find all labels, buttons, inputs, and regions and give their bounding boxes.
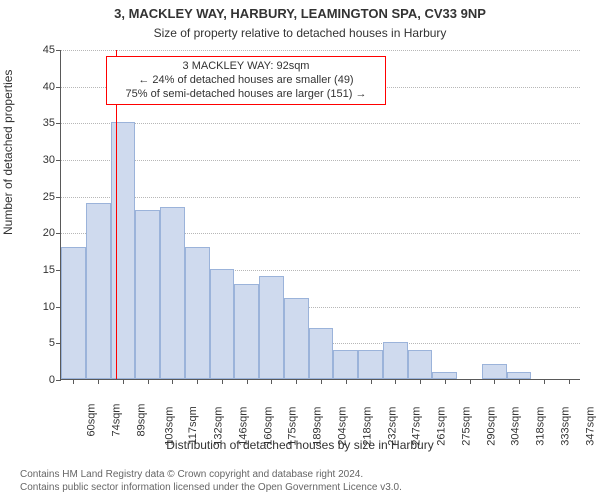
x-tick-mark xyxy=(420,379,421,384)
x-tick-mark xyxy=(544,379,545,384)
plot-area: 05101520253035404560sqm74sqm89sqm103sqm1… xyxy=(60,50,580,380)
histogram-bar xyxy=(86,203,111,379)
credits-block: Contains HM Land Registry data © Crown c… xyxy=(20,469,402,494)
histogram-bar xyxy=(507,372,532,379)
histogram-bar xyxy=(333,350,358,379)
histogram-bar xyxy=(358,350,383,379)
x-tick-mark xyxy=(271,379,272,384)
x-tick-mark xyxy=(73,379,74,384)
histogram-bar xyxy=(259,276,284,379)
chart-container: 3, MACKLEY WAY, HARBURY, LEAMINGTON SPA,… xyxy=(0,0,600,500)
grid-line xyxy=(61,123,580,124)
grid-line xyxy=(61,50,580,51)
grid-line xyxy=(61,197,580,198)
x-tick-mark xyxy=(123,379,124,384)
chart-title-line2: Size of property relative to detached ho… xyxy=(0,26,600,40)
credits-line2: Contains public sector information licen… xyxy=(20,482,402,495)
credits-line1: Contains HM Land Registry data © Crown c… xyxy=(20,469,402,482)
x-tick-mark xyxy=(470,379,471,384)
histogram-bar xyxy=(284,298,309,379)
histogram-bar xyxy=(185,247,210,379)
x-tick-mark xyxy=(296,379,297,384)
y-tick-label: 0 xyxy=(49,374,61,386)
x-tick-mark xyxy=(321,379,322,384)
x-tick-mark xyxy=(494,379,495,384)
y-tick-label: 10 xyxy=(43,301,61,313)
annotation-line-2: ← 24% of detached houses are smaller (49… xyxy=(115,74,377,88)
grid-line xyxy=(61,160,580,161)
histogram-bar xyxy=(309,328,334,379)
x-tick-mark xyxy=(222,379,223,384)
x-tick-mark xyxy=(569,379,570,384)
y-tick-label: 5 xyxy=(49,337,61,349)
x-tick-mark xyxy=(445,379,446,384)
histogram-bar xyxy=(210,269,235,379)
x-tick-mark xyxy=(371,379,372,384)
y-tick-label: 25 xyxy=(43,191,61,203)
annotation-line-1: 3 MACKLEY WAY: 92sqm xyxy=(115,60,377,74)
annotation-box: 3 MACKLEY WAY: 92sqm← 24% of detached ho… xyxy=(106,56,386,105)
y-axis-label: Number of detached properties xyxy=(1,70,15,235)
y-tick-label: 35 xyxy=(43,117,61,129)
x-tick-mark xyxy=(346,379,347,384)
histogram-bar xyxy=(383,342,408,379)
x-tick-mark xyxy=(197,379,198,384)
x-tick-label: 60sqm xyxy=(82,404,98,437)
x-axis-label: Distribution of detached houses by size … xyxy=(0,438,600,452)
x-tick-mark xyxy=(519,379,520,384)
x-tick-mark xyxy=(395,379,396,384)
x-tick-mark xyxy=(98,379,99,384)
x-tick-mark xyxy=(247,379,248,384)
histogram-bar xyxy=(408,350,433,379)
x-tick-mark xyxy=(172,379,173,384)
histogram-bar xyxy=(234,284,259,379)
y-tick-label: 15 xyxy=(43,264,61,276)
histogram-bar xyxy=(160,207,185,379)
histogram-bar xyxy=(111,122,136,379)
histogram-bar xyxy=(61,247,86,379)
x-tick-mark xyxy=(148,379,149,384)
y-tick-label: 20 xyxy=(43,227,61,239)
chart-title-line1: 3, MACKLEY WAY, HARBURY, LEAMINGTON SPA,… xyxy=(0,6,600,21)
x-tick-label: 74sqm xyxy=(107,404,123,437)
y-tick-label: 40 xyxy=(43,81,61,93)
histogram-bar xyxy=(432,372,457,379)
annotation-line-3: 75% of semi-detached houses are larger (… xyxy=(115,88,377,102)
y-tick-label: 45 xyxy=(43,44,61,56)
x-tick-label: 89sqm xyxy=(131,404,147,437)
y-tick-label: 30 xyxy=(43,154,61,166)
histogram-bar xyxy=(135,210,160,379)
histogram-bar xyxy=(482,364,507,379)
